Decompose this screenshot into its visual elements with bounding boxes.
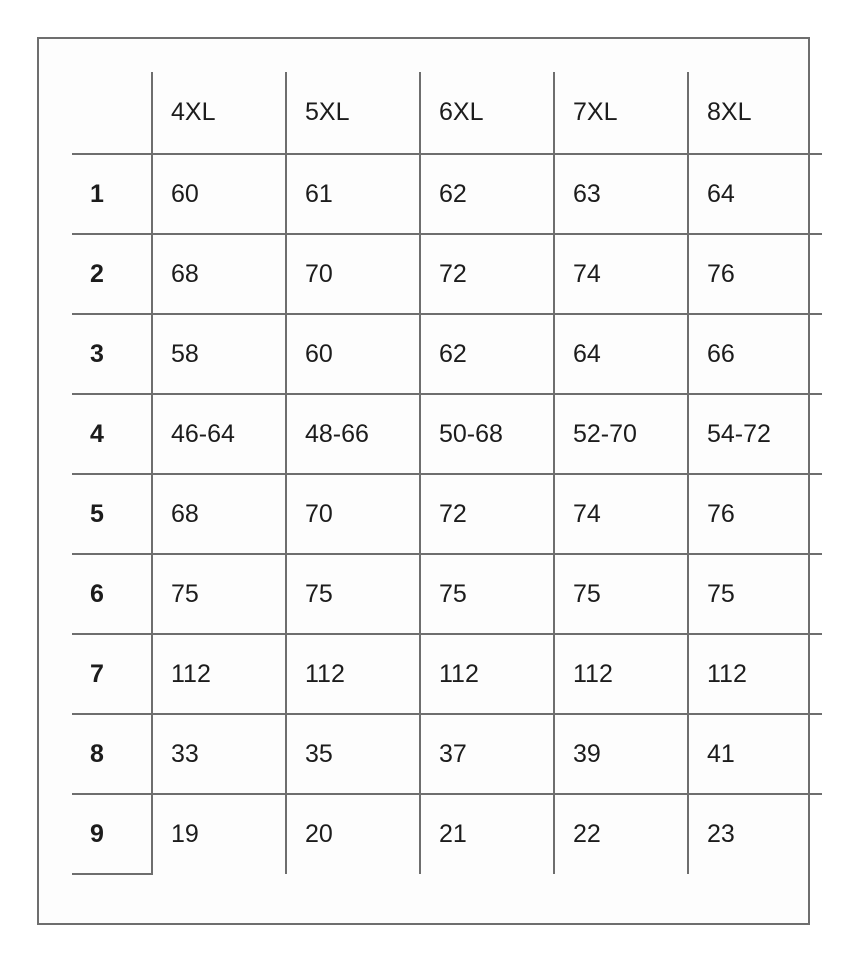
table-row: 3 58 60 62 64 66 xyxy=(72,314,822,395)
table-cell: 58 xyxy=(151,314,286,395)
row-label: 5 xyxy=(72,474,152,555)
table-cell: 75 xyxy=(687,554,822,635)
table-cell: 76 xyxy=(687,234,822,315)
size-chart-frame: 4XL 5XL 6XL 7XL 8XL 1 60 61 62 63 64 2 xyxy=(37,37,822,925)
table-cell: 52-70 xyxy=(553,394,688,475)
table-cell: 37 xyxy=(419,714,554,795)
table-cell: 112 xyxy=(151,634,286,715)
table-row: 6 75 75 75 75 75 xyxy=(72,554,822,635)
table-cell: 70 xyxy=(285,474,420,555)
table-row: 5 68 70 72 74 76 xyxy=(72,474,822,555)
table-cell: 22 xyxy=(553,794,688,874)
table-cell: 41 xyxy=(687,714,822,795)
table-cell: 39 xyxy=(553,714,688,795)
table-row: 9 19 20 21 22 23 xyxy=(72,794,822,875)
table-cell: 72 xyxy=(419,234,554,315)
table-cell: 23 xyxy=(687,794,822,874)
column-header-8xl: 8XL xyxy=(687,72,822,155)
table-cell: 64 xyxy=(687,154,822,235)
table-cell: 61 xyxy=(285,154,420,235)
column-header-7xl: 7XL xyxy=(553,72,688,155)
row-label: 8 xyxy=(72,714,152,795)
table-cell: 66 xyxy=(687,314,822,395)
size-chart-table: 4XL 5XL 6XL 7XL 8XL 1 60 61 62 63 64 2 xyxy=(72,72,822,875)
table-cell: 72 xyxy=(419,474,554,555)
header-row: 4XL 5XL 6XL 7XL 8XL xyxy=(72,72,822,155)
table-cell: 60 xyxy=(151,154,286,235)
row-label: 1 xyxy=(72,154,152,235)
table-cell: 62 xyxy=(419,314,554,395)
table-cell: 75 xyxy=(419,554,554,635)
row-label: 4 xyxy=(72,394,152,475)
column-header-5xl: 5XL xyxy=(285,72,420,155)
table-cell: 112 xyxy=(687,634,822,715)
table-cell: 75 xyxy=(285,554,420,635)
table-cell: 75 xyxy=(553,554,688,635)
table-cell: 48-66 xyxy=(285,394,420,475)
row-label: 6 xyxy=(72,554,152,635)
table-cell: 75 xyxy=(151,554,286,635)
table-row: 8 33 35 37 39 41 xyxy=(72,714,822,795)
column-header-6xl: 6XL xyxy=(419,72,554,155)
row-label: 7 xyxy=(72,634,152,715)
table-cell: 35 xyxy=(285,714,420,795)
table-cell: 112 xyxy=(285,634,420,715)
table-header: 4XL 5XL 6XL 7XL 8XL xyxy=(72,72,822,155)
table-cell: 112 xyxy=(419,634,554,715)
table-cell: 20 xyxy=(285,794,420,874)
table-row: 1 60 61 62 63 64 xyxy=(72,154,822,235)
row-label: 9 xyxy=(72,794,152,875)
table-cell: 74 xyxy=(553,474,688,555)
row-label: 3 xyxy=(72,314,152,395)
table-cell: 70 xyxy=(285,234,420,315)
table-cell: 68 xyxy=(151,234,286,315)
table-cell: 33 xyxy=(151,714,286,795)
row-label: 2 xyxy=(72,234,152,315)
table-cell: 76 xyxy=(687,474,822,555)
table-cell: 60 xyxy=(285,314,420,395)
table-cell: 63 xyxy=(553,154,688,235)
table-cell: 64 xyxy=(553,314,688,395)
table-cell: 62 xyxy=(419,154,554,235)
table-cell: 50-68 xyxy=(419,394,554,475)
table-cell: 19 xyxy=(151,794,286,874)
column-header-4xl: 4XL xyxy=(151,72,286,155)
table-cell: 74 xyxy=(553,234,688,315)
table-cell: 21 xyxy=(419,794,554,874)
table-cell: 46-64 xyxy=(151,394,286,475)
table-cell: 112 xyxy=(553,634,688,715)
table-cell: 54-72 xyxy=(687,394,822,475)
table-row: 2 68 70 72 74 76 xyxy=(72,234,822,315)
table-cell: 68 xyxy=(151,474,286,555)
table-corner-cell xyxy=(72,72,152,155)
table-row: 7 112 112 112 112 112 xyxy=(72,634,822,715)
table-body: 1 60 61 62 63 64 2 68 70 72 74 76 3 xyxy=(72,154,822,875)
table-row: 4 46-64 48-66 50-68 52-70 54-72 xyxy=(72,394,822,475)
